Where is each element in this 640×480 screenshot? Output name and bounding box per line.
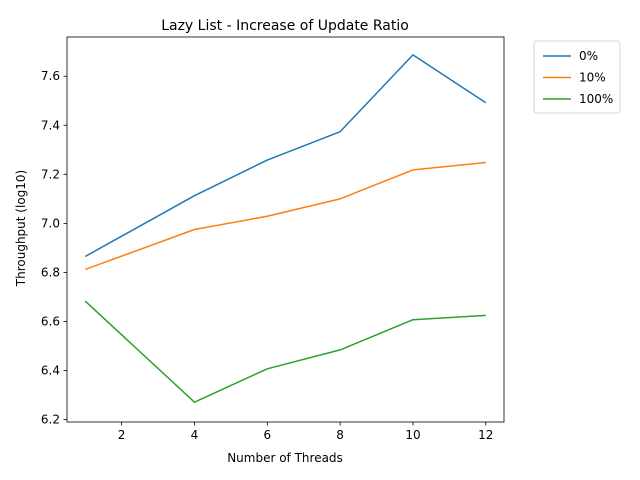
x-tick-label: 8 [336, 428, 344, 442]
plot-area: 2 4 6 8 10 12 6.2 6.4 6.6 6.8 7.0 7.2 7.4 7.6 [41, 36, 505, 442]
legend-box [533, 40, 621, 114]
y-axis-label: Throughput (log10) [14, 170, 28, 287]
legend-label-2: 100% [579, 92, 613, 106]
plot-frame [66, 36, 505, 423]
series-line-1 [84, 161, 486, 271]
y-tick-label: 7.0 [41, 216, 60, 230]
y-tick-label: 7.2 [41, 167, 60, 181]
x-tick-label: 10 [405, 428, 420, 442]
legend-label-0: 0% [579, 49, 598, 63]
y-tick-label: 6.6 [41, 314, 60, 328]
legend: 0% 10% 100% [533, 40, 621, 114]
x-tick-label: 4 [191, 428, 199, 442]
y-tick-label: 7.6 [41, 69, 60, 83]
x-tick-label: 6 [263, 428, 271, 442]
legend-label-1: 10% [579, 71, 606, 85]
y-tick-label: 6.4 [41, 364, 60, 378]
y-tick-label: 6.2 [41, 413, 60, 427]
x-tick-label: 12 [478, 428, 493, 442]
series-line-2 [84, 300, 486, 403]
y-tick-label: 6.8 [41, 265, 60, 279]
x-axis-label: Number of Threads [227, 451, 343, 465]
y-tick-label: 7.4 [41, 118, 60, 132]
chart-title: Lazy List - Increase of Update Ratio [161, 18, 409, 34]
series-line-0 [84, 54, 487, 258]
x-tick-label: 2 [118, 428, 126, 442]
